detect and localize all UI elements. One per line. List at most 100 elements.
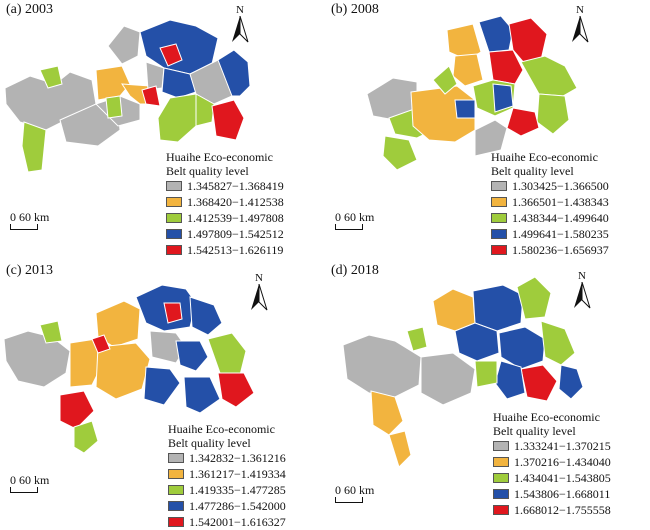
legend: Huaihe Eco-economic Belt quality level 1.3… bbox=[491, 150, 609, 258]
city-region bbox=[454, 322, 500, 362]
city-region bbox=[536, 93, 570, 135]
city-region bbox=[163, 302, 183, 324]
city-region bbox=[107, 25, 141, 65]
scale-zero: 0 bbox=[10, 473, 19, 487]
city-region bbox=[506, 107, 540, 137]
legend-item: 1.542001−1.616327 bbox=[168, 514, 286, 530]
scale-distance: 60 km bbox=[19, 210, 50, 224]
legend-item: 1.668012−1.755558 bbox=[493, 502, 611, 518]
legend-item: 1.366501−1.438343 bbox=[491, 194, 609, 210]
scale-zero: 0 bbox=[335, 483, 344, 497]
city-region bbox=[494, 360, 526, 400]
legend-item: 1.438344−1.499640 bbox=[491, 210, 609, 226]
legend: Huaihe Eco-economic Belt quality level 1.3… bbox=[493, 410, 611, 518]
legend-item: 1.370216−1.434040 bbox=[493, 454, 611, 470]
city-region bbox=[91, 334, 111, 354]
city-region bbox=[452, 53, 484, 87]
legend-swatch bbox=[491, 245, 507, 255]
north-arrow-icon: N bbox=[249, 272, 269, 317]
scale-distance: 60 km bbox=[19, 473, 50, 487]
map-panel: (c) 2013 N 0 60 km Huaihe Eco-economic Belt … bbox=[0, 261, 325, 529]
city-region bbox=[59, 390, 95, 430]
city-region bbox=[207, 332, 247, 376]
legend-swatch bbox=[493, 489, 509, 499]
legend-item: 1.499641−1.580235 bbox=[491, 226, 609, 242]
city-region bbox=[143, 366, 181, 406]
scale-bar: 0 60 km bbox=[335, 483, 374, 503]
legend-range: 1.303425−1.366500 bbox=[512, 179, 609, 193]
legend-title: Huaihe Eco-economic bbox=[168, 422, 275, 436]
legend-range: 1.668012−1.755558 bbox=[514, 503, 611, 517]
scale-line bbox=[335, 224, 363, 230]
legend-swatch bbox=[166, 197, 182, 207]
city-region bbox=[21, 121, 47, 173]
city-region bbox=[370, 390, 404, 436]
north-arrow-icon: N bbox=[230, 4, 250, 49]
legend-item: 1.542513−1.626119 bbox=[166, 242, 284, 258]
city-region bbox=[488, 49, 524, 85]
legend-title: Huaihe Eco-economic bbox=[493, 410, 600, 424]
legend-subtitle: Belt quality level bbox=[168, 436, 251, 450]
choropleth-map bbox=[342, 276, 584, 468]
city-region bbox=[157, 93, 197, 143]
legend-range: 1.542513−1.626119 bbox=[187, 243, 284, 257]
legend-range: 1.366501−1.438343 bbox=[512, 195, 609, 209]
legend-item: 1.412539−1.497808 bbox=[166, 210, 284, 226]
legend-range: 1.370216−1.434040 bbox=[514, 455, 611, 469]
city-region bbox=[95, 65, 131, 101]
choropleth-map bbox=[4, 19, 251, 173]
north-label: N bbox=[576, 4, 584, 16]
panel-label: (c) 2013 bbox=[6, 263, 54, 278]
city-region bbox=[159, 43, 183, 67]
city-region bbox=[95, 342, 151, 400]
legend-swatch bbox=[491, 229, 507, 239]
north-arrow-icon: N bbox=[570, 4, 590, 49]
legend-range: 1.497809−1.542512 bbox=[187, 227, 284, 241]
city-region bbox=[3, 330, 71, 388]
legend-swatch bbox=[166, 229, 182, 239]
legend-range: 1.580236−1.656937 bbox=[512, 243, 609, 257]
city-region bbox=[39, 320, 63, 344]
legend-item: 1.361217−1.419334 bbox=[168, 466, 286, 482]
legend-item: 1.342832−1.361216 bbox=[168, 450, 286, 466]
city-region bbox=[540, 320, 576, 366]
legend-swatch bbox=[491, 181, 507, 191]
legend-swatch bbox=[493, 505, 509, 515]
city-region bbox=[474, 119, 508, 157]
legend: Huaihe Eco-economic Belt quality level 1.3… bbox=[168, 422, 286, 530]
city-region bbox=[478, 15, 514, 53]
panel-label: (d) 2018 bbox=[331, 263, 379, 278]
choropleth-map bbox=[366, 15, 578, 171]
legend-swatch bbox=[168, 453, 184, 463]
city-region bbox=[406, 326, 428, 352]
legend-item: 1.477286−1.542000 bbox=[168, 498, 286, 514]
city-region bbox=[189, 296, 223, 336]
legend-item: 1.580236−1.656937 bbox=[491, 242, 609, 258]
city-region bbox=[211, 99, 245, 141]
north-label: N bbox=[236, 4, 244, 16]
map-panel: (a) 2003 N 0 60 km Huaihe Eco-economic Belt … bbox=[0, 0, 325, 261]
legend-range: 1.412539−1.497808 bbox=[187, 211, 284, 225]
scale-distance: 60 km bbox=[344, 210, 375, 224]
legend-swatch bbox=[493, 457, 509, 467]
city-region bbox=[432, 288, 476, 332]
legend-title: Huaihe Eco-economic bbox=[166, 150, 273, 164]
city-region bbox=[388, 430, 412, 468]
legend-swatch bbox=[168, 469, 184, 479]
legend-subtitle: Belt quality level bbox=[166, 164, 249, 178]
city-region bbox=[217, 372, 255, 408]
city-region bbox=[342, 334, 422, 398]
legend-item: 1.303425−1.366500 bbox=[491, 178, 609, 194]
legend-range: 1.543806−1.668011 bbox=[514, 487, 611, 501]
choropleth-map bbox=[3, 284, 255, 454]
legend-range: 1.542001−1.616327 bbox=[189, 515, 286, 529]
legend-item: 1.333241−1.370215 bbox=[493, 438, 611, 454]
legend-item: 1.345827−1.368419 bbox=[166, 178, 284, 194]
legend-swatch bbox=[168, 485, 184, 495]
legend-range: 1.368420−1.412538 bbox=[187, 195, 284, 209]
city-region bbox=[520, 364, 558, 402]
legend-range: 1.434041−1.543805 bbox=[514, 471, 611, 485]
legend-item: 1.368420−1.412538 bbox=[166, 194, 284, 210]
city-region bbox=[382, 135, 418, 171]
city-region bbox=[217, 49, 251, 97]
